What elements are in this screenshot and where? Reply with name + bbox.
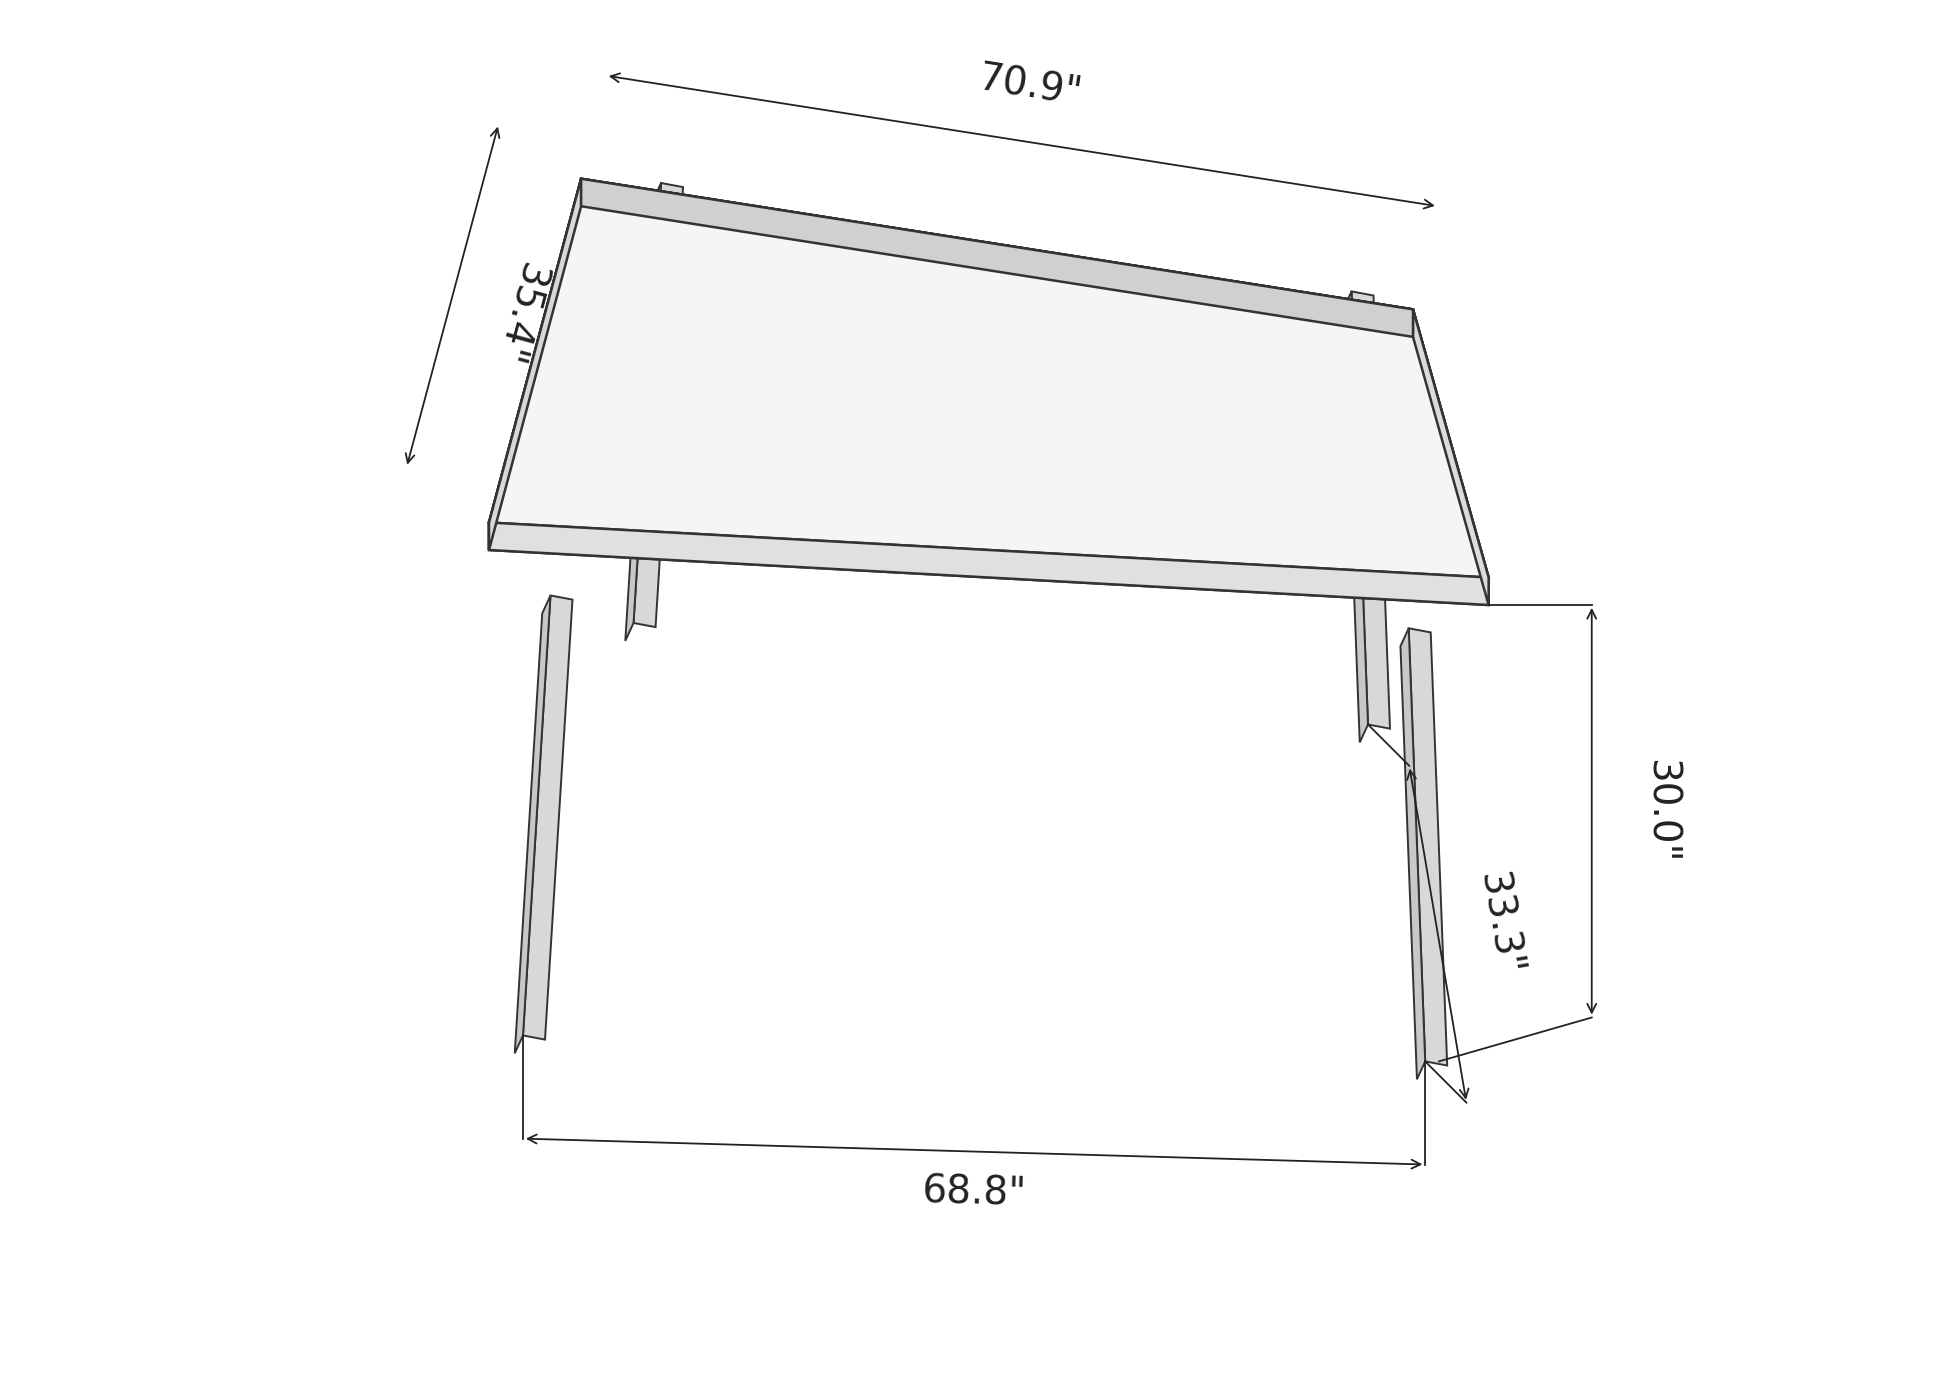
Polygon shape bbox=[1343, 292, 1368, 743]
Text: 33.3": 33.3" bbox=[1471, 869, 1526, 979]
Polygon shape bbox=[625, 183, 662, 641]
Polygon shape bbox=[582, 179, 1413, 337]
Polygon shape bbox=[1413, 309, 1489, 605]
Polygon shape bbox=[488, 522, 1489, 605]
Polygon shape bbox=[488, 522, 1489, 605]
Polygon shape bbox=[582, 179, 1413, 337]
Text: 68.8": 68.8" bbox=[920, 1173, 1027, 1213]
Polygon shape bbox=[488, 179, 582, 550]
Polygon shape bbox=[1409, 628, 1448, 1066]
Polygon shape bbox=[1413, 309, 1489, 605]
Polygon shape bbox=[488, 179, 1489, 578]
Text: 70.9": 70.9" bbox=[975, 59, 1086, 114]
Polygon shape bbox=[634, 183, 683, 627]
Text: 30.0": 30.0" bbox=[1642, 759, 1679, 864]
Text: 35.4": 35.4" bbox=[486, 258, 551, 368]
Polygon shape bbox=[523, 595, 572, 1040]
Polygon shape bbox=[488, 179, 582, 550]
Polygon shape bbox=[516, 595, 551, 1053]
Polygon shape bbox=[1352, 292, 1389, 729]
Polygon shape bbox=[1401, 628, 1424, 1079]
Polygon shape bbox=[488, 179, 1489, 578]
